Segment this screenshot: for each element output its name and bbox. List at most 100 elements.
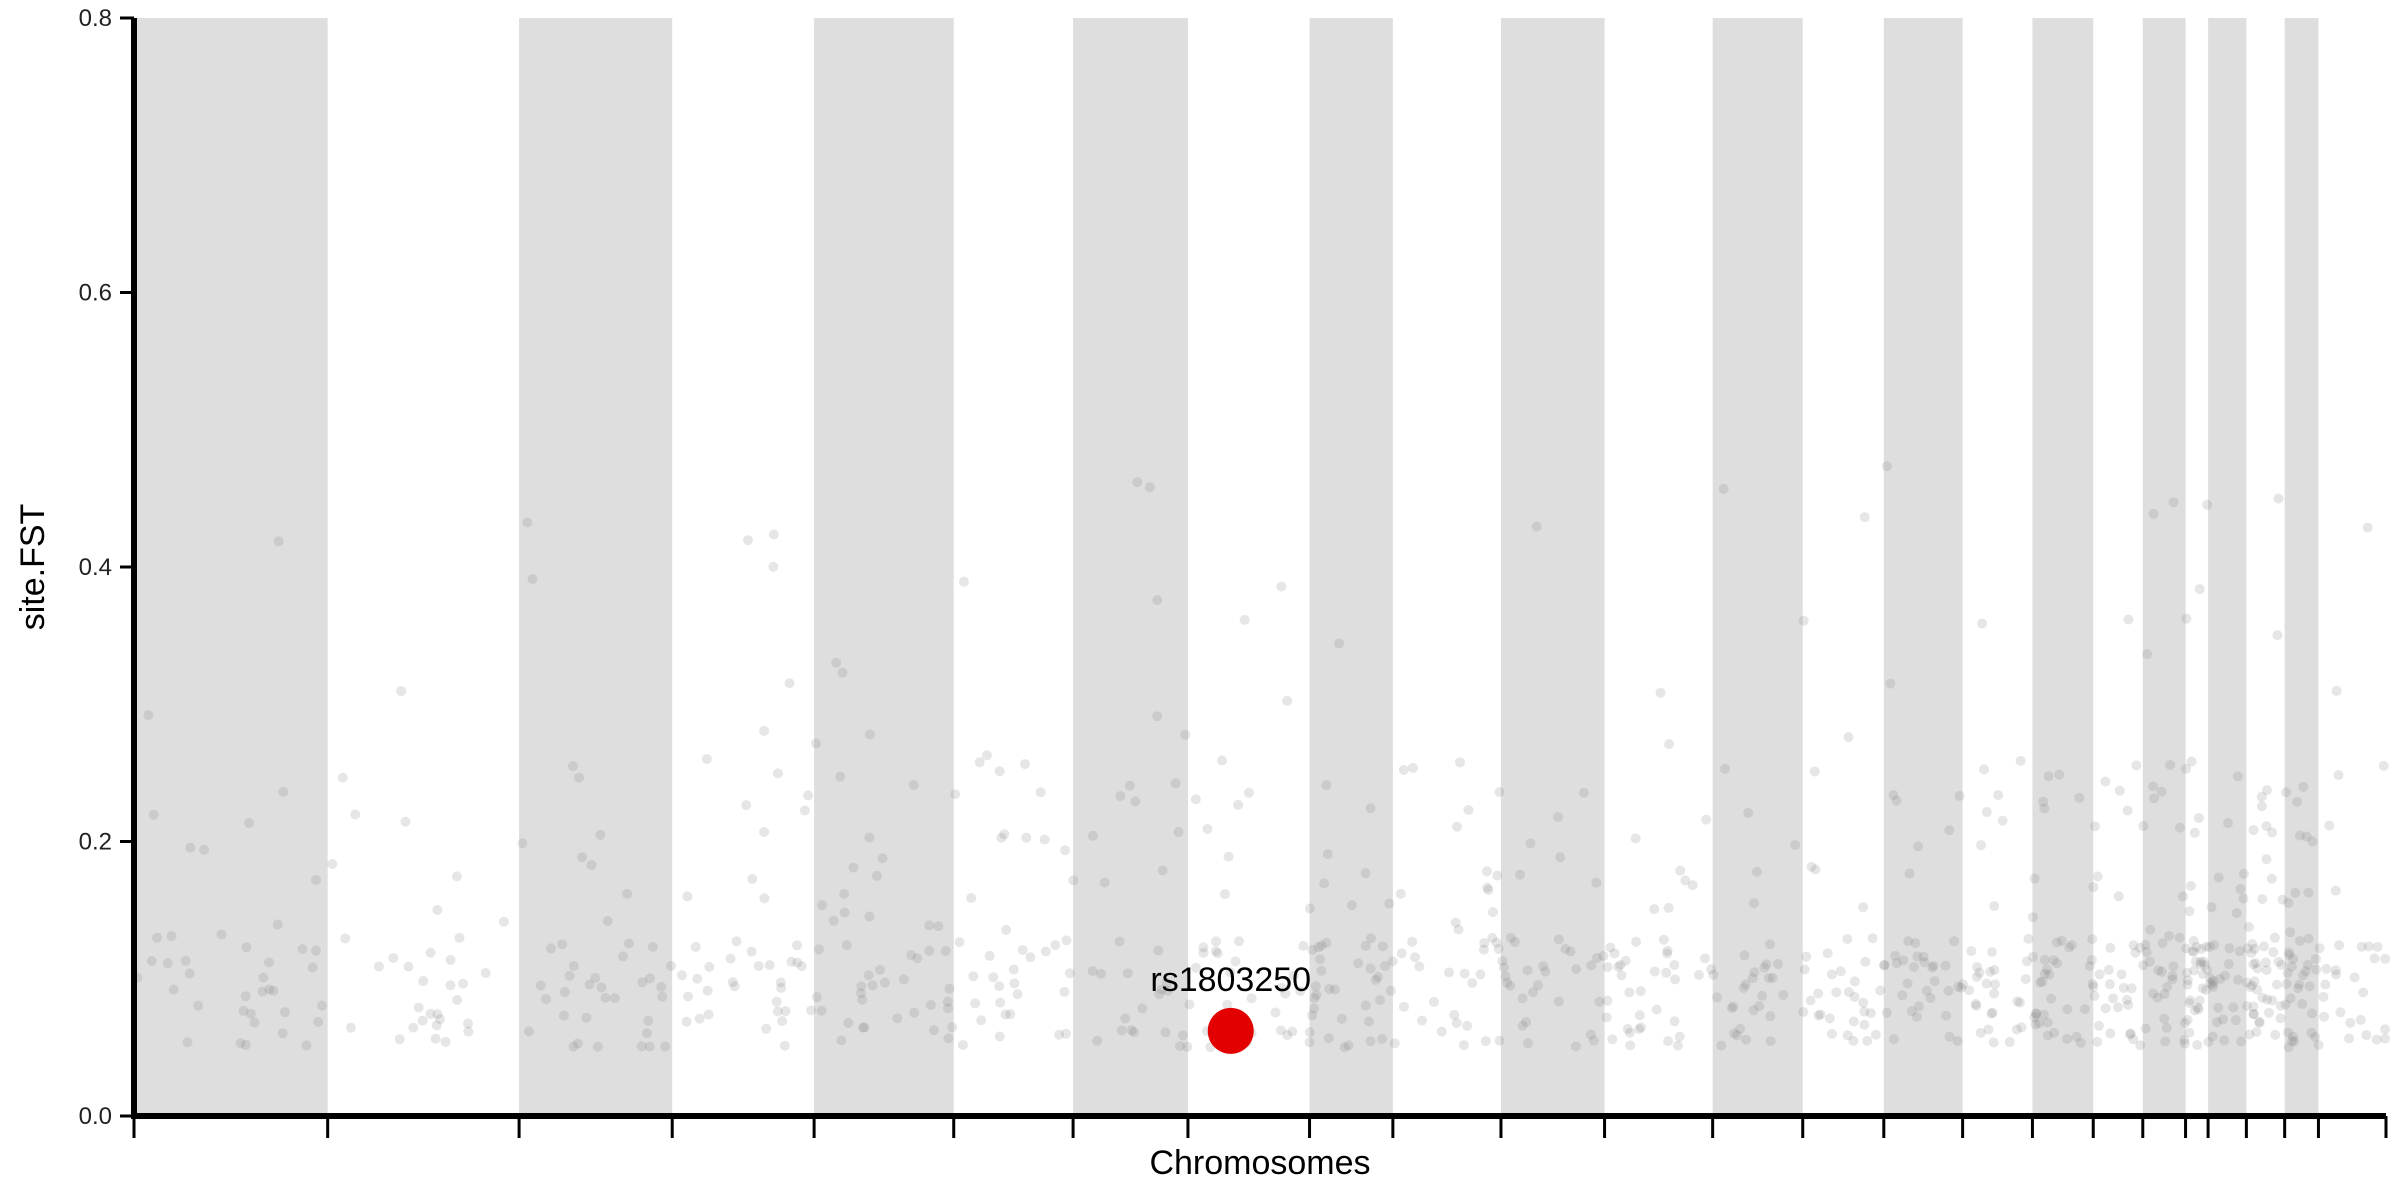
fst-point	[786, 956, 797, 967]
fst-point	[647, 941, 658, 952]
fst-point	[2306, 1027, 2317, 1038]
axes: 0.0 0.2 0.4 0.6 0.8	[79, 5, 2388, 1138]
fst-point	[1989, 901, 2000, 912]
fst-point	[2084, 960, 2095, 971]
fst-point	[2121, 994, 2132, 1005]
fst-point	[898, 974, 909, 985]
fst-point	[2062, 1033, 2073, 1044]
fst-point	[1835, 966, 1846, 977]
fst-point	[2145, 924, 2156, 935]
fst-point	[950, 789, 961, 800]
fst-point	[1417, 1015, 1428, 1026]
fst-point	[994, 766, 1005, 777]
fst-point	[1436, 1026, 1447, 1037]
fst-point	[690, 941, 701, 952]
chromosome-bands	[134, 18, 2319, 1116]
fst-point	[1913, 841, 1924, 852]
fst-point	[199, 844, 210, 855]
y-tick-label: 0.8	[79, 5, 112, 32]
fst-point	[463, 1018, 474, 1029]
fst-point	[2208, 981, 2219, 992]
fst-point	[2087, 934, 2098, 945]
fst-point	[857, 1022, 868, 1033]
fst-point	[2131, 760, 2142, 771]
fst-point	[2193, 812, 2204, 823]
fst-point	[2094, 969, 2105, 980]
fst-point	[1879, 959, 1890, 970]
fst-point	[879, 977, 890, 988]
fst-point	[1981, 807, 1992, 818]
fst-point	[168, 984, 179, 995]
fst-point	[2038, 1009, 2049, 1020]
fst-point	[522, 517, 533, 528]
fst-point	[729, 981, 740, 992]
fst-point	[2207, 1031, 2218, 1042]
fst-point	[2209, 939, 2220, 950]
fst-point	[2273, 956, 2284, 967]
fst-point	[602, 916, 613, 927]
fst-point	[567, 761, 578, 772]
fst-point	[1414, 961, 1425, 972]
fst-point	[1126, 1025, 1137, 1036]
fst-point	[1230, 956, 1241, 967]
fst-point	[1319, 878, 1330, 889]
fst-point	[2289, 1036, 2300, 1047]
fst-point	[2027, 912, 2038, 923]
fst-point	[947, 1022, 958, 1033]
fst-point	[1975, 1027, 1986, 1038]
fst-point	[2213, 1002, 2224, 1013]
fst-point	[1927, 962, 1938, 973]
fst-point	[1902, 978, 1913, 989]
fst-point	[1494, 1035, 1505, 1046]
fst-point	[2372, 941, 2383, 952]
fst-point	[1985, 966, 1996, 977]
fst-point	[1964, 985, 1975, 996]
fst-point	[1479, 938, 1490, 949]
fst-point	[1711, 992, 1722, 1003]
fst-point	[974, 757, 985, 768]
fst-point	[1585, 1029, 1596, 1040]
fst-point	[942, 996, 953, 1007]
fst-point	[2042, 1030, 2053, 1041]
fst-point	[984, 950, 995, 961]
fst-point	[1363, 1016, 1374, 1027]
fst-point	[1903, 936, 1914, 947]
fst-point	[2297, 998, 2308, 1009]
chromosome-band	[2208, 18, 2247, 1116]
fst-point	[2311, 964, 2322, 975]
fst-point	[396, 686, 407, 697]
fst-point	[837, 667, 848, 678]
fst-point	[1514, 869, 1525, 880]
fst-point	[2182, 967, 2193, 978]
fst-point	[2298, 781, 2309, 792]
fst-point	[1620, 955, 1631, 966]
fst-point	[2079, 1004, 2090, 1015]
fst-point	[623, 938, 634, 949]
fst-point	[1669, 960, 1680, 971]
fst-point	[1553, 996, 1564, 1007]
y-tick-label: 0.0	[79, 1103, 112, 1130]
fst-point	[2330, 965, 2341, 976]
fst-point	[2074, 792, 2085, 803]
fst-point	[1410, 952, 1421, 963]
fst-point	[2031, 1009, 2042, 1020]
fst-point	[1482, 882, 1493, 893]
fst-point	[1616, 970, 1627, 981]
fst-point	[1598, 951, 1609, 962]
fst-point	[235, 1038, 246, 1049]
fst-point	[1944, 1031, 1955, 1042]
fst-point	[2075, 1037, 2086, 1048]
fst-point	[2027, 951, 2038, 962]
fst-point	[957, 1039, 968, 1050]
fst-point	[657, 991, 668, 1002]
fst-point	[1050, 940, 1061, 951]
fst-point	[2167, 974, 2178, 985]
fst-point	[1765, 1036, 1776, 1047]
fst-point	[1740, 979, 1751, 990]
fst-point	[592, 1041, 603, 1052]
fst-point	[835, 771, 846, 782]
fst-point	[1552, 812, 1563, 823]
fst-point	[1754, 1001, 1765, 1012]
fst-point	[2087, 978, 2098, 989]
fst-point	[2236, 1036, 2247, 1047]
